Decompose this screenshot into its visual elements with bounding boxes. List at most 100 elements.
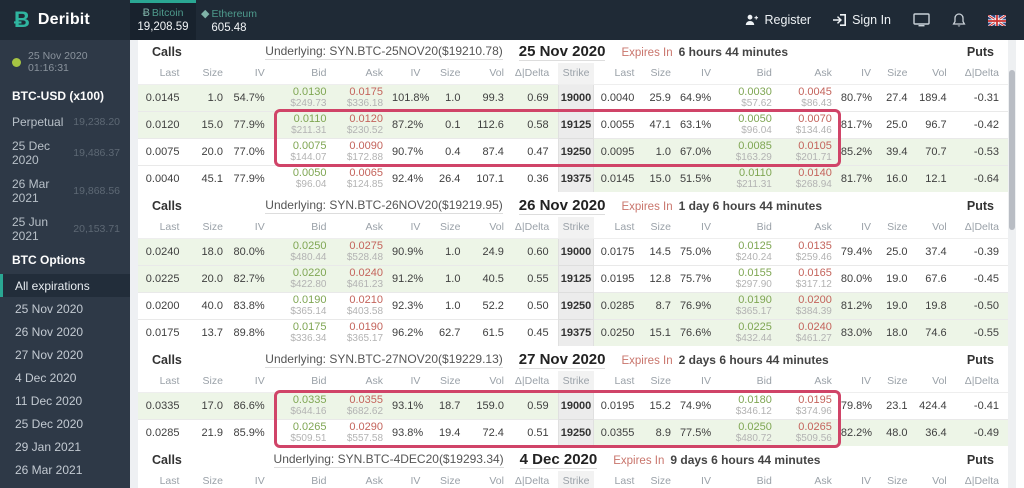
underlying-link[interactable]: Underlying: SYN.BTC-26NOV20($19219.95): [265, 197, 503, 214]
section-header: Calls Underlying: SYN.BTC-27NOV20($19229.…: [138, 348, 1008, 371]
ask-cell[interactable]: 0.0140 $268.94: [780, 164, 841, 192]
ask-cell[interactable]: 0.0105 $201.71: [780, 137, 841, 165]
ask-cell[interactable]: 0.0065 $124.85: [335, 164, 393, 192]
bid-usd-value: $211.31: [291, 124, 327, 136]
column-header-vol: Vol: [469, 471, 513, 488]
bid-price: 0.0220: [292, 266, 327, 279]
section-header: Calls Underlying: SYN.BTC-25NOV20($19210.…: [138, 40, 1008, 63]
call-size: 15.0: [188, 110, 232, 138]
strike-cell: 19000: [557, 391, 595, 419]
sidebar-expiration-item[interactable]: 27 Nov 2020: [15, 347, 84, 362]
sidebar-expiration-item[interactable]: All expirations: [0, 274, 130, 297]
bid-cell[interactable]: 0.0175 $336.34: [273, 318, 336, 346]
bid-cell[interactable]: 0.0190 $365.17: [719, 291, 781, 319]
ask-cell[interactable]: 0.0240 $461.27: [780, 318, 841, 346]
ask-cell[interactable]: 0.0090 $172.88: [335, 137, 393, 165]
sidebar-expiration-item[interactable]: 29 Jan 2021: [15, 439, 82, 454]
sidebar-expiration-item[interactable]: 4 Dec 2020: [15, 370, 77, 385]
column-header-vol: Vol: [469, 371, 513, 393]
strike-cell: 19375: [557, 164, 595, 192]
brand-logo[interactable]: Ƀ Deribit: [0, 0, 130, 40]
bid-cell[interactable]: 0.0155 $297.90: [719, 264, 781, 292]
expiry-date: 25 Nov 2020: [518, 42, 606, 61]
ask-cell[interactable]: 0.0045 $86.43: [780, 83, 841, 111]
sidebar-future-item[interactable]: 25 Jun 2021 20,153.71: [0, 210, 130, 248]
ask-cell[interactable]: 0.0265 $509.56: [780, 418, 841, 446]
signin-button[interactable]: Sign In: [833, 13, 891, 27]
sidebar-expiration-item[interactable]: 25 Nov 2020: [15, 301, 84, 316]
call-size2: 0.1: [429, 110, 470, 138]
put-delta: -0.64: [955, 164, 1008, 192]
sidebar-expiration-item[interactable]: 26 Nov 2020: [15, 324, 84, 339]
ask-cell[interactable]: 0.0210 $403.58: [335, 291, 393, 319]
bid-cell[interactable]: 0.0110 $211.31: [719, 164, 781, 192]
bell-icon[interactable]: [952, 12, 966, 28]
sidebar-future-item[interactable]: 25 Dec 2020 19,486.37: [0, 134, 130, 172]
expires-in-value: 1 day 6 hours 44 minutes: [678, 198, 823, 213]
ask-cell[interactable]: 0.0070 $134.46: [780, 110, 841, 138]
underlying-link[interactable]: Underlying: SYN.BTC-25NOV20($19210.78): [265, 43, 503, 60]
ask-cell[interactable]: 0.0240 $461.23: [335, 264, 393, 292]
sidebar-expiration-item[interactable]: 25 Jun 2021: [0, 481, 130, 488]
call-vol: 87.4: [469, 137, 513, 165]
bid-cell[interactable]: 0.0250 $480.72: [719, 418, 781, 446]
put-size2: 19.0: [880, 264, 917, 292]
expires-in-value: 9 days 6 hours 44 minutes: [670, 452, 821, 467]
bid-cell[interactable]: 0.0085 $163.29: [719, 137, 781, 165]
bid-cell[interactable]: 0.0125 $240.24: [719, 237, 781, 265]
column-header-δ-delta: Δ|Delta: [955, 371, 1008, 393]
language-flag-icon[interactable]: [988, 14, 1006, 26]
bitcoin-icon: Ƀ: [142, 7, 150, 19]
vertical-scrollbar[interactable]: [1008, 40, 1016, 488]
options-table: Last Size IV Bid Ask IV Size Vol Δ|Delta Strike La…: [138, 217, 1008, 346]
bid-cell[interactable]: 0.0030 $57.62: [719, 83, 781, 111]
ask-cell[interactable]: 0.0195 $374.96: [780, 391, 841, 419]
sidebar-expiration-item[interactable]: 11 Dec 2020: [15, 393, 83, 408]
tab-bitcoin[interactable]: Ƀ Bitcoin 19,208.59: [130, 0, 196, 40]
sidebar-future-item[interactable]: Perpetual 19,238.20: [0, 110, 130, 134]
bid-cell[interactable]: 0.0050 $96.04: [719, 110, 781, 138]
monitor-icon[interactable]: [913, 13, 930, 27]
sidebar-expiration-item[interactable]: 26 Mar 2021: [15, 462, 83, 477]
bid-cell[interactable]: 0.0190 $365.14: [273, 291, 336, 319]
column-header-iv: IV: [679, 371, 720, 393]
ask-cell[interactable]: 0.0165 $317.12: [780, 264, 841, 292]
sidebar-future-item[interactable]: 26 Mar 2021 19,868.56: [0, 172, 130, 210]
ask-cell[interactable]: 0.0120 $230.52: [335, 110, 393, 138]
ask-cell[interactable]: 0.0275 $528.48: [335, 237, 393, 265]
ask-cell[interactable]: 0.0290 $557.58: [335, 418, 393, 446]
bid-cell[interactable]: 0.0250 $480.44: [273, 237, 336, 265]
put-size: 15.0: [643, 164, 680, 192]
ask-cell[interactable]: 0.0355 $682.62: [335, 391, 393, 419]
bid-usd-value: $336.34: [290, 332, 327, 344]
bid-cell[interactable]: 0.0225 $432.44: [719, 318, 781, 346]
scrollbar-thumb[interactable]: [1009, 70, 1015, 230]
bid-cell[interactable]: 0.0110 $211.31: [273, 110, 336, 138]
ask-cell[interactable]: 0.0200 $384.39: [780, 291, 841, 319]
put-vol: 424.4: [916, 391, 956, 419]
ask-cell[interactable]: 0.0175 $336.18: [335, 83, 393, 111]
bid-usd-value: $480.72: [735, 432, 772, 444]
bid-cell[interactable]: 0.0180 $346.12: [719, 391, 781, 419]
bid-cell[interactable]: 0.0050 $96.04: [273, 164, 336, 192]
underlying-link[interactable]: Underlying: SYN.BTC-27NOV20($19229.13): [265, 351, 503, 368]
bid-cell[interactable]: 0.0220 $422.80: [273, 264, 336, 292]
bid-cell[interactable]: 0.0265 $509.51: [273, 418, 336, 446]
ask-cell[interactable]: 0.0135 $259.46: [780, 237, 841, 265]
ask-price: 0.0210: [349, 293, 384, 306]
put-last: 0.0355: [593, 418, 644, 446]
bid-cell[interactable]: 0.0335 $644.16: [273, 391, 336, 419]
sidebar-expiration-item[interactable]: 25 Dec 2020: [15, 416, 84, 431]
bid-cell[interactable]: 0.0130 $249.73: [273, 83, 336, 111]
bid-cell[interactable]: 0.0075 $144.07: [273, 137, 336, 165]
asset-tabs: Ƀ Bitcoin 19,208.59 ◆ Ethereum 605.48: [130, 0, 262, 40]
call-size: 20.0: [188, 137, 232, 165]
signin-label: Sign In: [852, 13, 891, 27]
ask-cell[interactable]: 0.0190 $365.17: [335, 318, 393, 346]
register-button[interactable]: Register: [745, 13, 811, 27]
tab-ethereum[interactable]: ◆ Ethereum 605.48: [196, 0, 262, 40]
call-last: 0.0240: [138, 237, 189, 265]
underlying-link[interactable]: Underlying: SYN.BTC-4DEC20($19293.34): [273, 451, 504, 468]
call-delta: 0.69: [512, 83, 559, 111]
bid-price: 0.0190: [738, 293, 772, 306]
